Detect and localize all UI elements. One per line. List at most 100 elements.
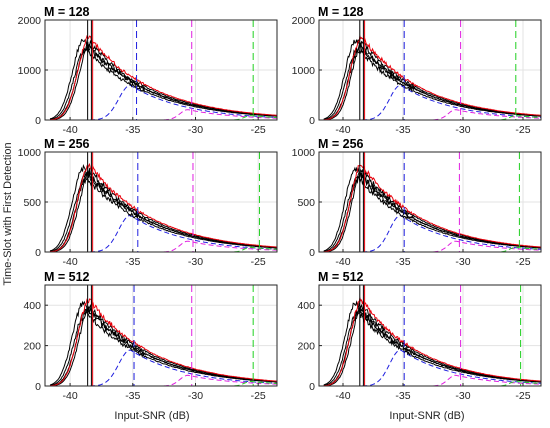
black-series-curve	[323, 168, 541, 252]
blue-tail-curve	[362, 349, 541, 386]
plot-area	[323, 285, 541, 386]
subplot-title: M = 256	[44, 137, 90, 151]
subplot-title: M = 256	[318, 137, 364, 151]
y-tick-label: 1000	[18, 147, 42, 159]
x-tick-label: -35	[125, 390, 140, 402]
x-tick-label: -40	[62, 124, 77, 136]
x-tick-label: -35	[125, 124, 140, 136]
black-series-curve	[49, 300, 277, 386]
y-tick-label: 500	[297, 197, 315, 209]
red-series-curve	[49, 162, 277, 252]
blue-tail-curve	[90, 84, 277, 120]
subplot-6: -40 -35 -30 -25 0 200 400 M = 512	[297, 270, 542, 402]
black-series-curve	[49, 164, 277, 252]
y-tick-label: 0	[309, 247, 315, 259]
black-series-curve	[323, 300, 541, 386]
red-series-curve	[323, 296, 541, 386]
y-tick-label: 0	[35, 381, 41, 393]
x-tick-label: -30	[188, 124, 203, 136]
subplot-title: M = 128	[44, 5, 90, 19]
x-tick-label: -35	[395, 124, 410, 136]
x-axis-label-right: Input-SNR (dB)	[389, 410, 464, 422]
axes-frame	[44, 284, 278, 387]
red-series-curve	[49, 34, 277, 120]
x-tick-label: -40	[335, 124, 350, 136]
magenta-tail-curve	[417, 109, 541, 120]
green-tail-curve	[477, 115, 541, 120]
y-tick-label: 1000	[292, 65, 316, 77]
y-tick-label: 2000	[292, 15, 316, 27]
black-series-curve	[49, 308, 277, 386]
black-series-curve	[49, 38, 277, 120]
black-series-curve	[49, 174, 277, 252]
blue-tail-curve	[90, 349, 277, 386]
x-tick-label: -25	[515, 124, 530, 136]
black-series-curve	[50, 168, 277, 252]
y-tick-label: 500	[23, 197, 41, 209]
y-tick-label: 0	[35, 247, 41, 259]
green-tail-curve	[477, 246, 541, 252]
y-axis-label: Time-Slot with First Detection	[2, 142, 14, 285]
plot-area	[49, 20, 277, 120]
black-series-curve	[323, 39, 541, 120]
magenta-tail-curve	[417, 240, 541, 252]
x-axis-label-left: Input-SNR (dB)	[114, 410, 189, 422]
x-tick-label: -40	[62, 256, 77, 268]
black-series-curve	[49, 42, 277, 120]
x-tick-label: -25	[251, 124, 266, 136]
plot-area	[49, 152, 277, 252]
x-tick-label: -40	[62, 390, 77, 402]
x-tick-label: -30	[188, 390, 203, 402]
black-series-curve	[323, 166, 541, 252]
black-series-curve	[323, 306, 541, 386]
black-series-curve	[49, 46, 277, 120]
x-tick-label: -35	[395, 256, 410, 268]
x-tick-label: -35	[125, 256, 140, 268]
axes-frame	[318, 284, 542, 387]
y-tick-label: 200	[23, 341, 41, 353]
x-tick-label: -30	[455, 256, 470, 268]
x-tick-label: -40	[335, 256, 350, 268]
y-tick-label: 400	[23, 300, 41, 312]
y-tick-label: 1000	[292, 147, 316, 159]
x-tick-label: -30	[455, 124, 470, 136]
black-series-curve	[323, 172, 541, 252]
subplot-title: M = 128	[318, 5, 364, 19]
black-series-curve	[323, 175, 541, 252]
y-tick-label: 1000	[18, 65, 42, 77]
subplot-title: M = 512	[318, 270, 364, 284]
black-series-curve	[323, 47, 541, 120]
x-tick-label: -25	[515, 256, 530, 268]
y-tick-label: 200	[297, 341, 315, 353]
y-tick-label: 2000	[18, 15, 42, 27]
magenta-tail-curve	[147, 240, 277, 252]
x-tick-label: -25	[251, 390, 266, 402]
subplot-title: M = 512	[44, 270, 90, 284]
x-tick-label: -25	[515, 390, 530, 402]
blue-tail-curve	[90, 214, 277, 252]
magenta-tail-curve	[417, 374, 541, 386]
plot-area	[323, 20, 541, 120]
green-tail-curve	[210, 115, 277, 120]
plot-area	[49, 285, 277, 386]
x-tick-label: -30	[455, 390, 470, 402]
plot-area	[323, 152, 541, 252]
magenta-tail-curve	[147, 109, 277, 120]
x-tick-label: -25	[251, 256, 266, 268]
red-series-curve	[323, 164, 541, 252]
red-series-curve	[49, 298, 277, 386]
red-series-curve	[323, 34, 541, 120]
green-tail-curve	[210, 380, 277, 386]
blue-tail-curve	[362, 84, 541, 120]
blue-tail-curve	[362, 214, 541, 252]
magenta-tail-curve	[147, 374, 277, 386]
green-tail-curve	[477, 380, 541, 386]
x-tick-label: -30	[188, 256, 203, 268]
y-tick-label: 400	[297, 300, 315, 312]
x-tick-label: -35	[395, 390, 410, 402]
black-series-curve	[50, 39, 277, 120]
